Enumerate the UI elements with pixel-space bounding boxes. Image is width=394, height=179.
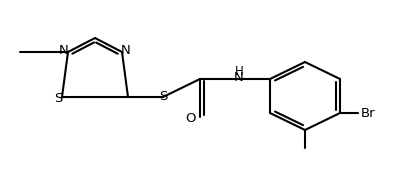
Text: S: S — [159, 90, 167, 103]
Text: O: O — [186, 112, 196, 125]
Text: N: N — [121, 43, 131, 57]
Text: N: N — [59, 43, 69, 57]
Text: S: S — [54, 91, 62, 105]
Text: Br: Br — [361, 107, 375, 120]
Text: N: N — [234, 71, 244, 83]
Text: H: H — [234, 64, 243, 78]
